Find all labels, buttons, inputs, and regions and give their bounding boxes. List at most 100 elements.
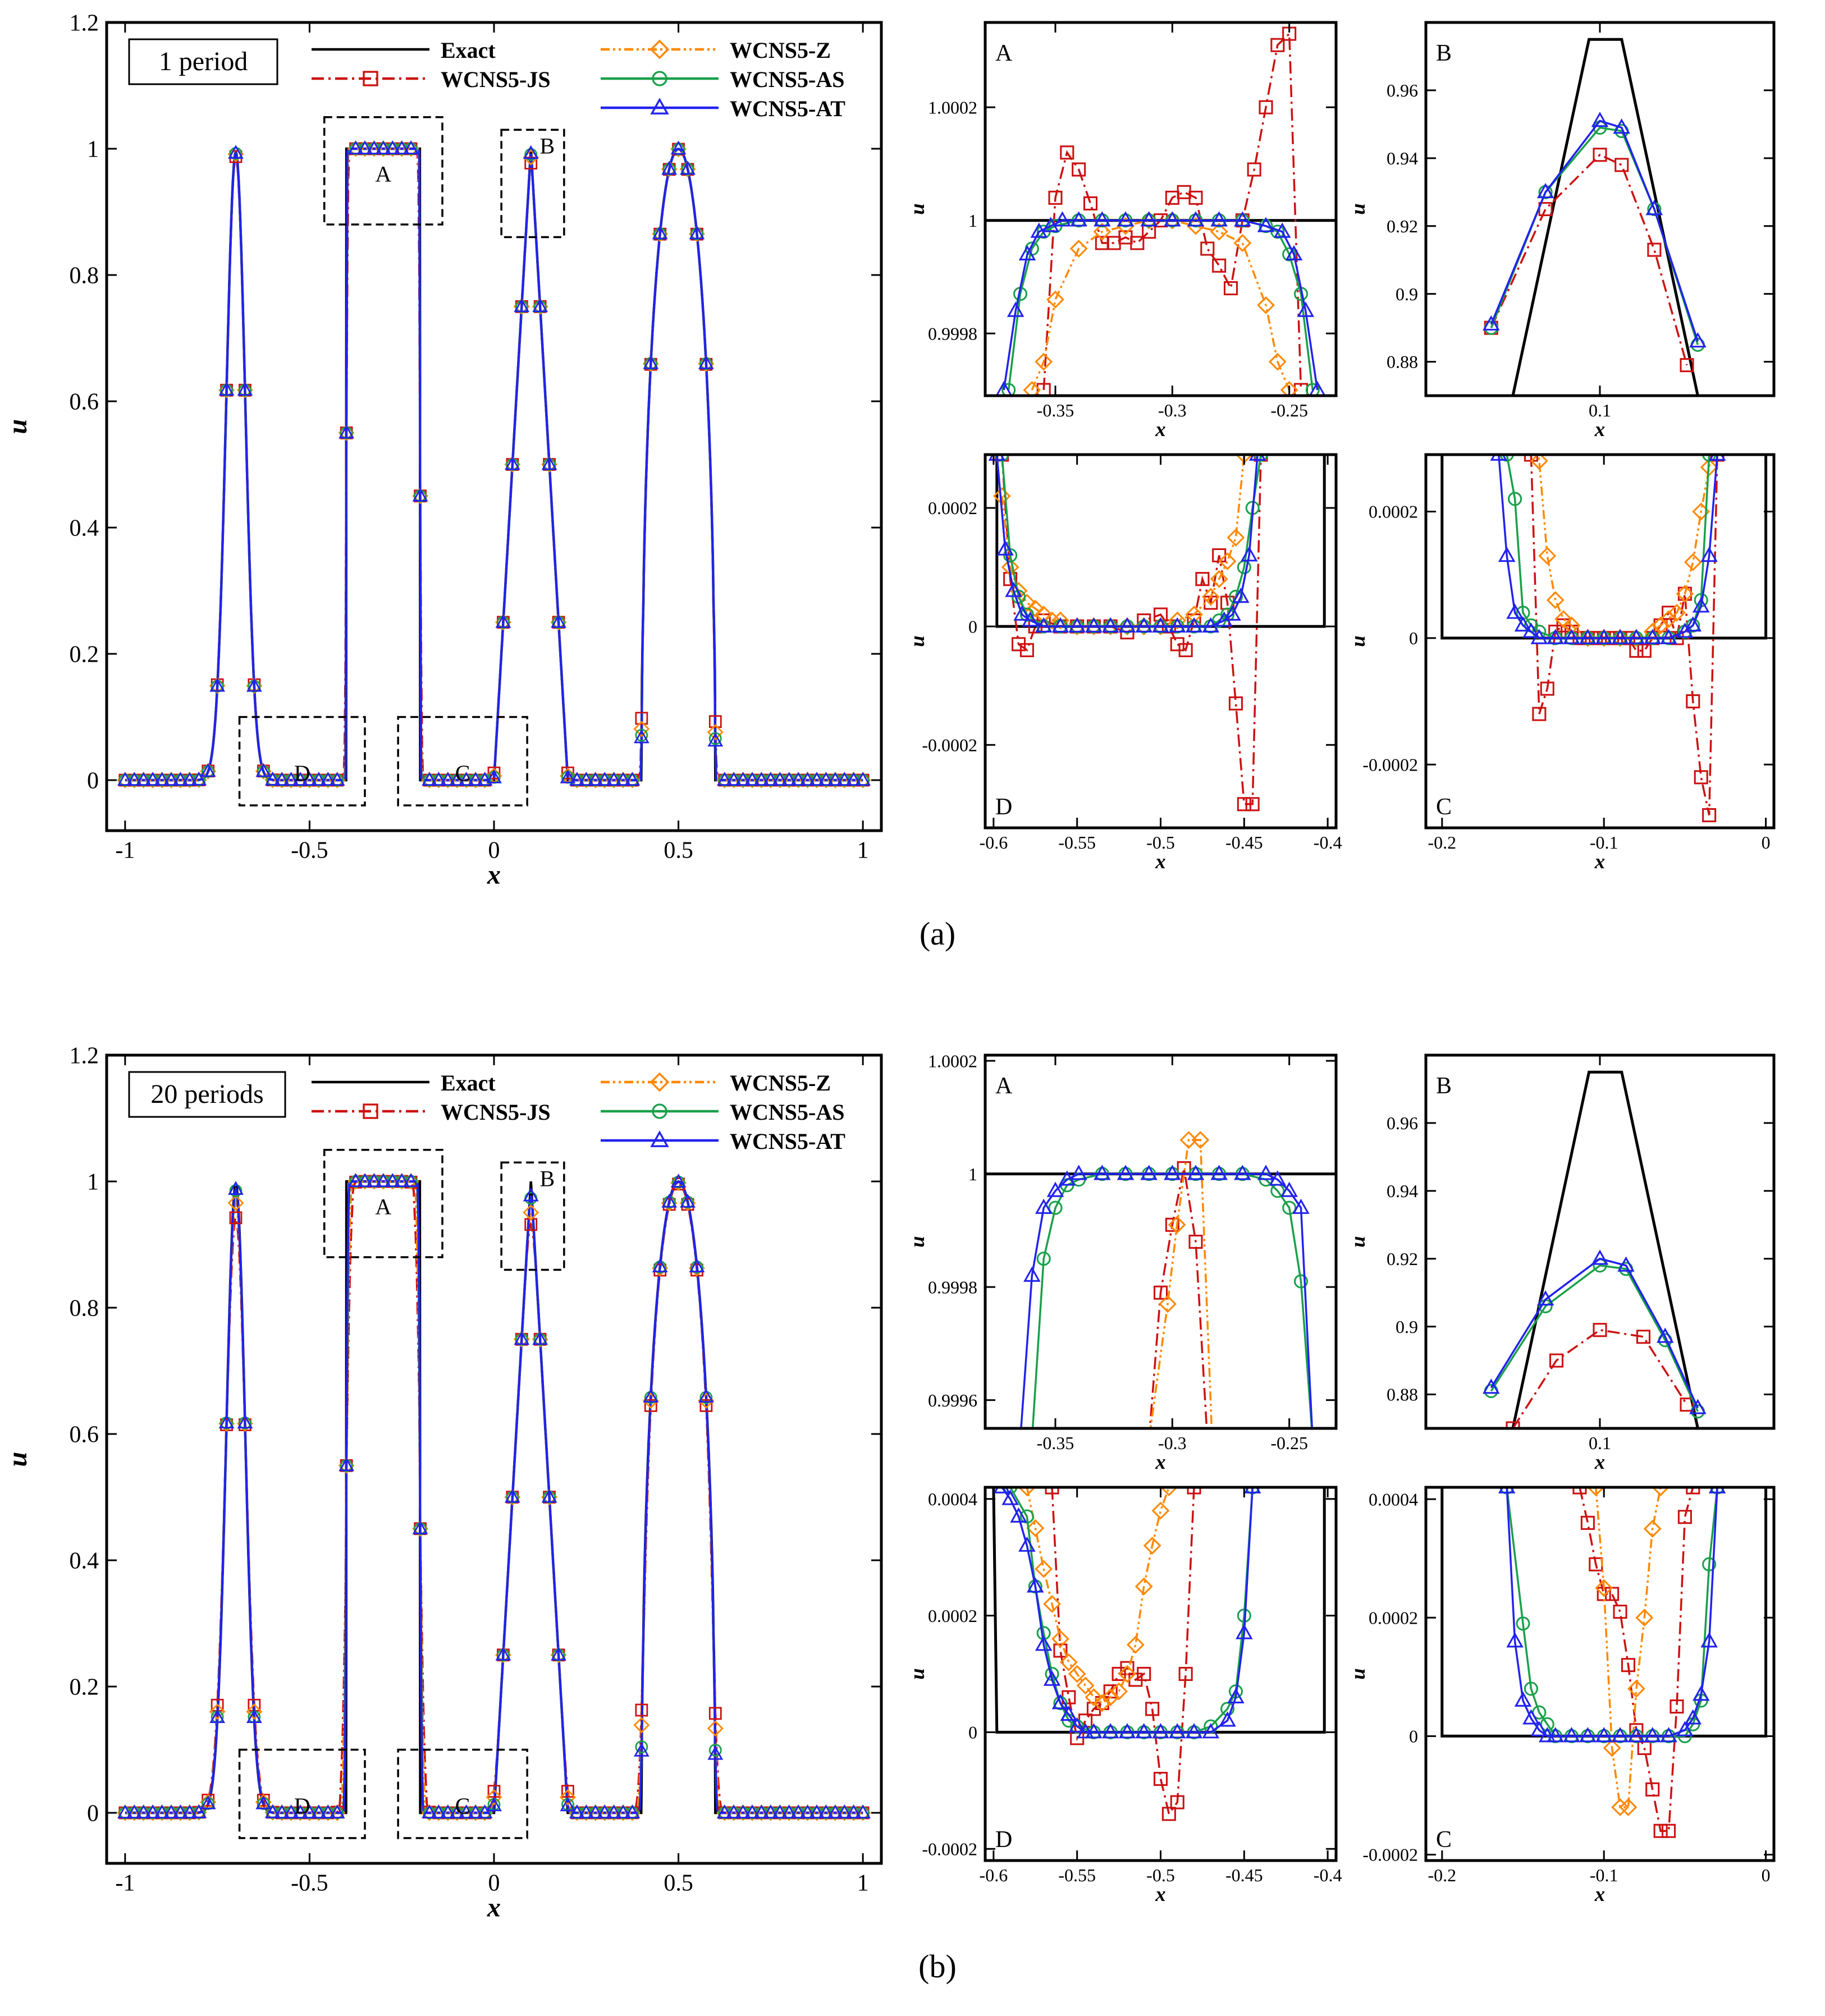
series-at-point: [1595, 1726, 1613, 1743]
series-at-point: [495, 1646, 511, 1661]
legend-marker-at: [650, 1130, 669, 1147]
series-at-point: [246, 1709, 262, 1723]
series-z-point: [523, 1204, 539, 1221]
series-at-point: [218, 1414, 235, 1429]
series-at-point: [560, 769, 576, 784]
series-at-point: [1010, 1507, 1027, 1523]
zoom-panel-label: B: [1436, 40, 1452, 66]
main-b-xtick-label: -1: [115, 1870, 135, 1896]
legend-label-js: WCNS5-JS: [441, 1099, 551, 1125]
series-at-point: [855, 1804, 871, 1818]
zoom-b-a-xlabel: x: [1155, 1450, 1165, 1473]
series-at-point: [670, 1174, 687, 1188]
series-at-point: [1530, 1721, 1548, 1736]
series-at-point: [523, 145, 539, 159]
series-js-point: [524, 157, 538, 169]
series-js-point: [1228, 696, 1243, 711]
series-at-point: [1070, 211, 1087, 227]
series-z-line: [125, 148, 863, 781]
series-z-point: [1538, 547, 1557, 565]
series-at-point: [1187, 211, 1205, 227]
series-at-point: [172, 1804, 189, 1818]
series-at-point: [762, 772, 779, 786]
series-js-point: [1247, 162, 1261, 177]
zoom-a-d-xtick-label: -0.5: [1146, 832, 1175, 853]
zoom-plot-a-b: 0.1 0.88 0.9 0.92 0.94 0.96 x u B: [1346, 21, 1776, 441]
series-as-point: [1305, 383, 1320, 396]
zoom-a-d-frame: [984, 453, 1338, 830]
series-js-point: [1680, 358, 1694, 373]
series-z-point: [1093, 222, 1112, 241]
series-js-point: [1647, 242, 1662, 257]
main-a-ytick-label: 1: [87, 137, 99, 163]
series-at-point: [375, 140, 391, 154]
series-z-point: [1126, 1635, 1145, 1654]
series-at-point: [126, 772, 143, 786]
series-at-point: [163, 1804, 179, 1818]
series-js-point: [1653, 1823, 1668, 1838]
plot-title: 1 period: [159, 47, 248, 76]
series-at-point: [1644, 629, 1662, 644]
zoom-b-b-ytick-label: 0.92: [1387, 1249, 1418, 1269]
series-exact-line: [125, 147, 863, 782]
series-at-point: [200, 763, 216, 777]
series-js-point: [1153, 1771, 1168, 1786]
plot-title: 20 periods: [150, 1079, 263, 1109]
zoom-a-d-ylabel: u: [905, 635, 928, 647]
series-at-point: [1280, 1181, 1298, 1197]
series-at-point: [670, 140, 687, 155]
series-js-point: [635, 712, 648, 725]
series-at-point: [1085, 1723, 1103, 1739]
zoom-b-b-ytick-label: 0.94: [1387, 1181, 1418, 1201]
series-at-point: [633, 729, 650, 744]
series-at-point: [1591, 111, 1609, 127]
series-at-point: [366, 1173, 382, 1187]
series-at-line: [996, 455, 1259, 627]
series-at-point: [541, 456, 557, 470]
series-at-point: [1164, 211, 1181, 227]
series-at-point: [726, 772, 742, 786]
series-as-point: [1220, 1702, 1235, 1716]
series-z-point: [1700, 458, 1718, 476]
zoom-plot-area: [1440, 455, 1768, 822]
main-b-ytick-label: 0.2: [70, 1675, 99, 1701]
series-at-point: [1117, 211, 1135, 227]
series-z-point: [1684, 553, 1702, 571]
zoom-a-b-xtick-label: 0.1: [1589, 400, 1611, 420]
series-z-point: [1643, 1519, 1662, 1538]
series-z-point: [1554, 610, 1573, 628]
series-at-point: [753, 772, 770, 786]
series-z-point: [1546, 591, 1565, 610]
series-at-line: [1490, 120, 1699, 342]
series-at-point: [301, 1804, 318, 1818]
series-at-point: [716, 772, 733, 786]
zoom-a-d-xlabel: x: [1155, 850, 1165, 873]
series-z-point: [1023, 381, 1041, 396]
series-at-point: [1591, 1249, 1609, 1265]
series-at-point: [412, 487, 428, 502]
series-at-point: [606, 772, 622, 786]
series-js-point: [1662, 606, 1676, 620]
series-js-line: [1042, 31, 1302, 391]
series-at-point: [1001, 1490, 1019, 1505]
series-at-point: [1538, 1726, 1556, 1743]
series-at-point: [1498, 546, 1516, 562]
series-at-point: [431, 772, 447, 786]
series-at-point: [495, 613, 511, 628]
series-at-point: [993, 1487, 1011, 1493]
main-plot-area: [117, 1173, 871, 1821]
main-a-xtick-label: 1: [857, 837, 869, 863]
main-b-ytick-label: 0.4: [70, 1548, 99, 1574]
series-at-point: [1135, 617, 1153, 633]
series-at-point: [1164, 1165, 1181, 1180]
series-at-point: [569, 1804, 585, 1818]
series-at-point: [569, 772, 585, 786]
series-at-point: [587, 772, 603, 786]
zoom-box-label-a: A: [375, 1194, 391, 1220]
series-z-point: [1026, 599, 1045, 618]
zoom-plot-area: [1440, 1487, 1768, 1838]
zoom-a-b-ytick-label: 0.96: [1387, 80, 1418, 100]
series-z-point: [1035, 1560, 1053, 1578]
series-z-point: [688, 1260, 705, 1277]
